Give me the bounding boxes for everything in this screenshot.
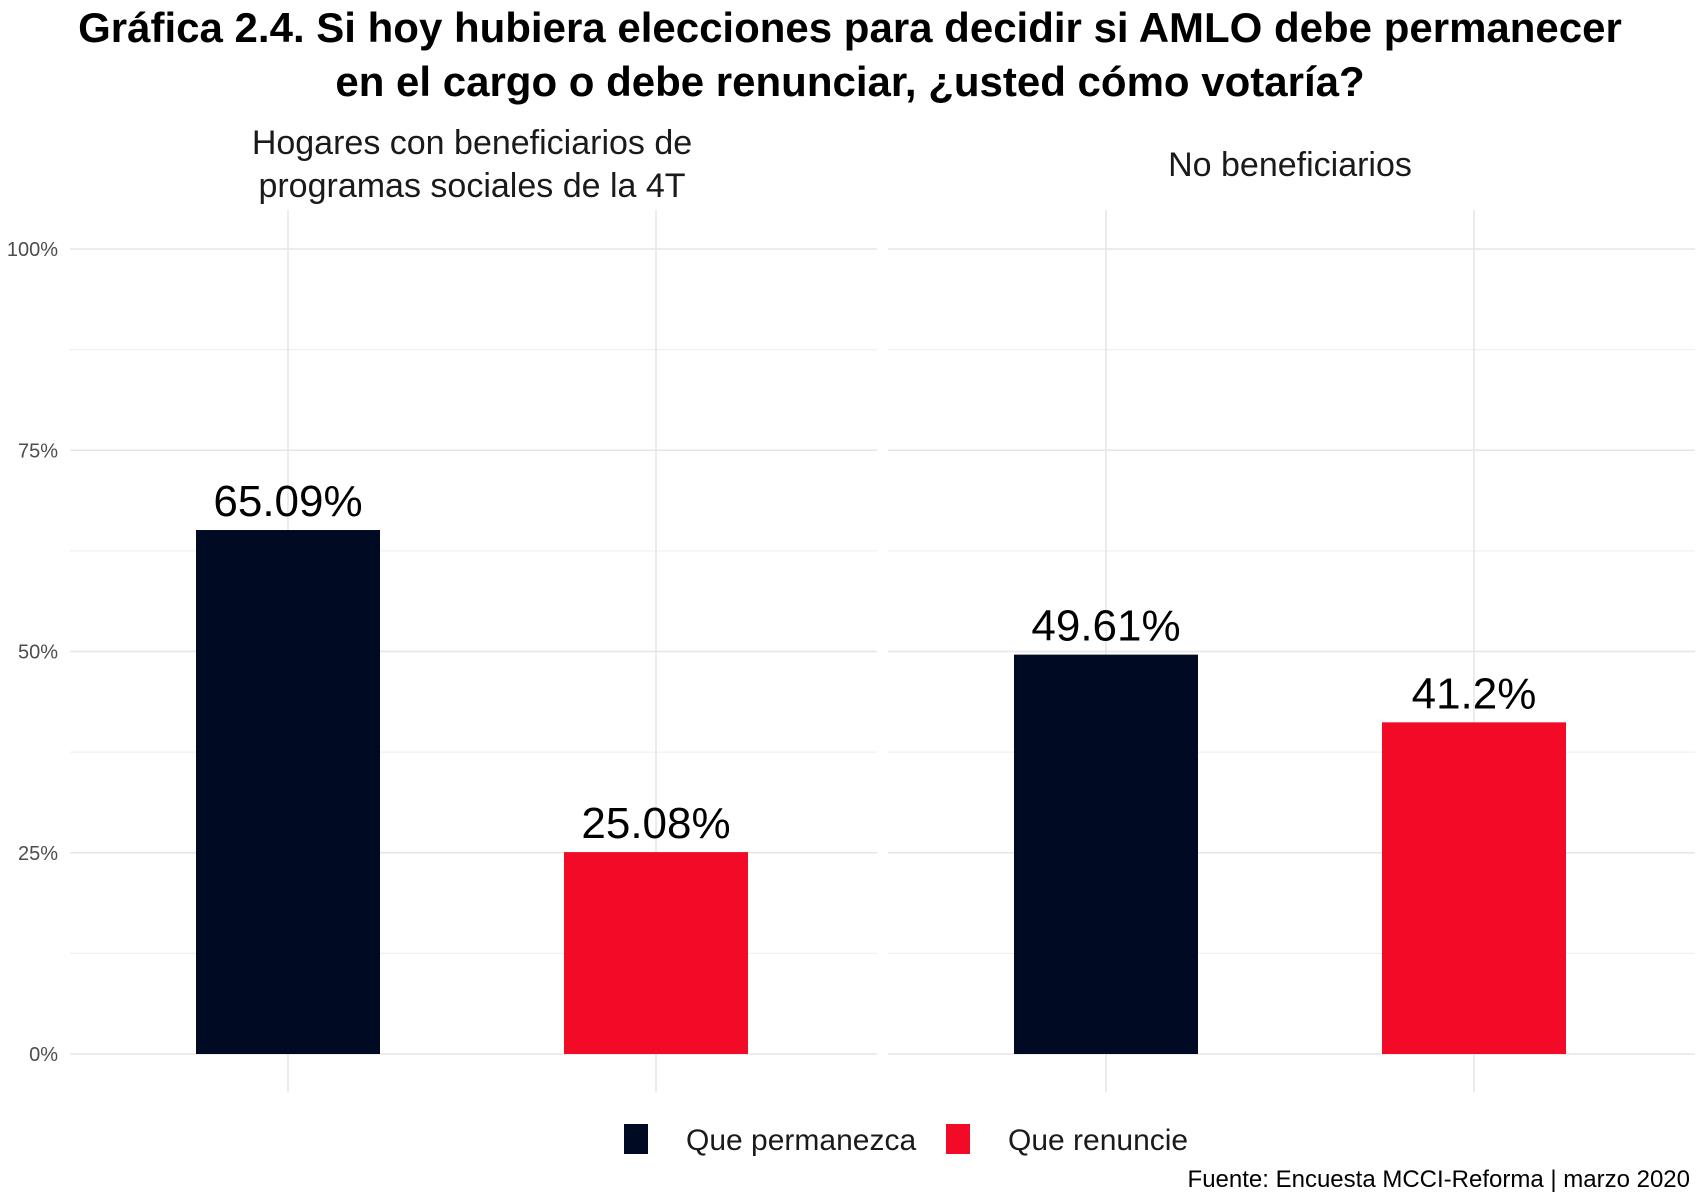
bar-data-label: 49.61% [1031, 602, 1180, 651]
y-tick-label: 75% [18, 440, 58, 462]
bar-data-label: 65.09% [213, 477, 362, 526]
legend: Que permanezca Que renuncie [624, 1124, 1188, 1157]
bar-data-label: 41.2% [1412, 669, 1537, 718]
y-tick-label: 25% [18, 843, 58, 865]
chart-caption: Fuente: Encuesta MCCI-Reforma | marzo 20… [1188, 1166, 1690, 1193]
facet-titles: Hogares con beneficiarios de programas so… [252, 124, 1412, 205]
bar-labels: 65.09% 25.08% 49.61% 41.2% [213, 477, 1536, 848]
facet-title: No beneficiarios [1168, 146, 1412, 184]
bar [564, 852, 748, 1054]
bar [1382, 722, 1566, 1054]
legend-label: Que permanezca [686, 1124, 916, 1157]
legend-label: Que renuncie [1008, 1124, 1188, 1157]
chart-title-line: en el cargo o debe renunciar, ¿usted cóm… [335, 58, 1364, 105]
bars [196, 530, 1566, 1054]
bar [1014, 654, 1198, 1054]
chart-title: Gráfica 2.4. Si hoy hubiera elecciones p… [78, 4, 1622, 105]
facet-title: programas sociales de la 4T [258, 167, 685, 205]
bar [196, 530, 380, 1054]
legend-swatch [624, 1124, 648, 1154]
chart-title-line: Gráfica 2.4. Si hoy hubiera elecciones p… [78, 4, 1622, 51]
y-tick-label: 0% [29, 1044, 58, 1066]
y-tick-label: 100% [7, 239, 58, 261]
bar-data-label: 25.08% [581, 799, 730, 848]
y-axis: 0% 25% 50% 75% 100% [7, 239, 58, 1066]
facet-title: Hogares con beneficiarios de [252, 124, 692, 162]
y-tick-label: 50% [18, 642, 58, 664]
legend-swatch [946, 1124, 970, 1154]
